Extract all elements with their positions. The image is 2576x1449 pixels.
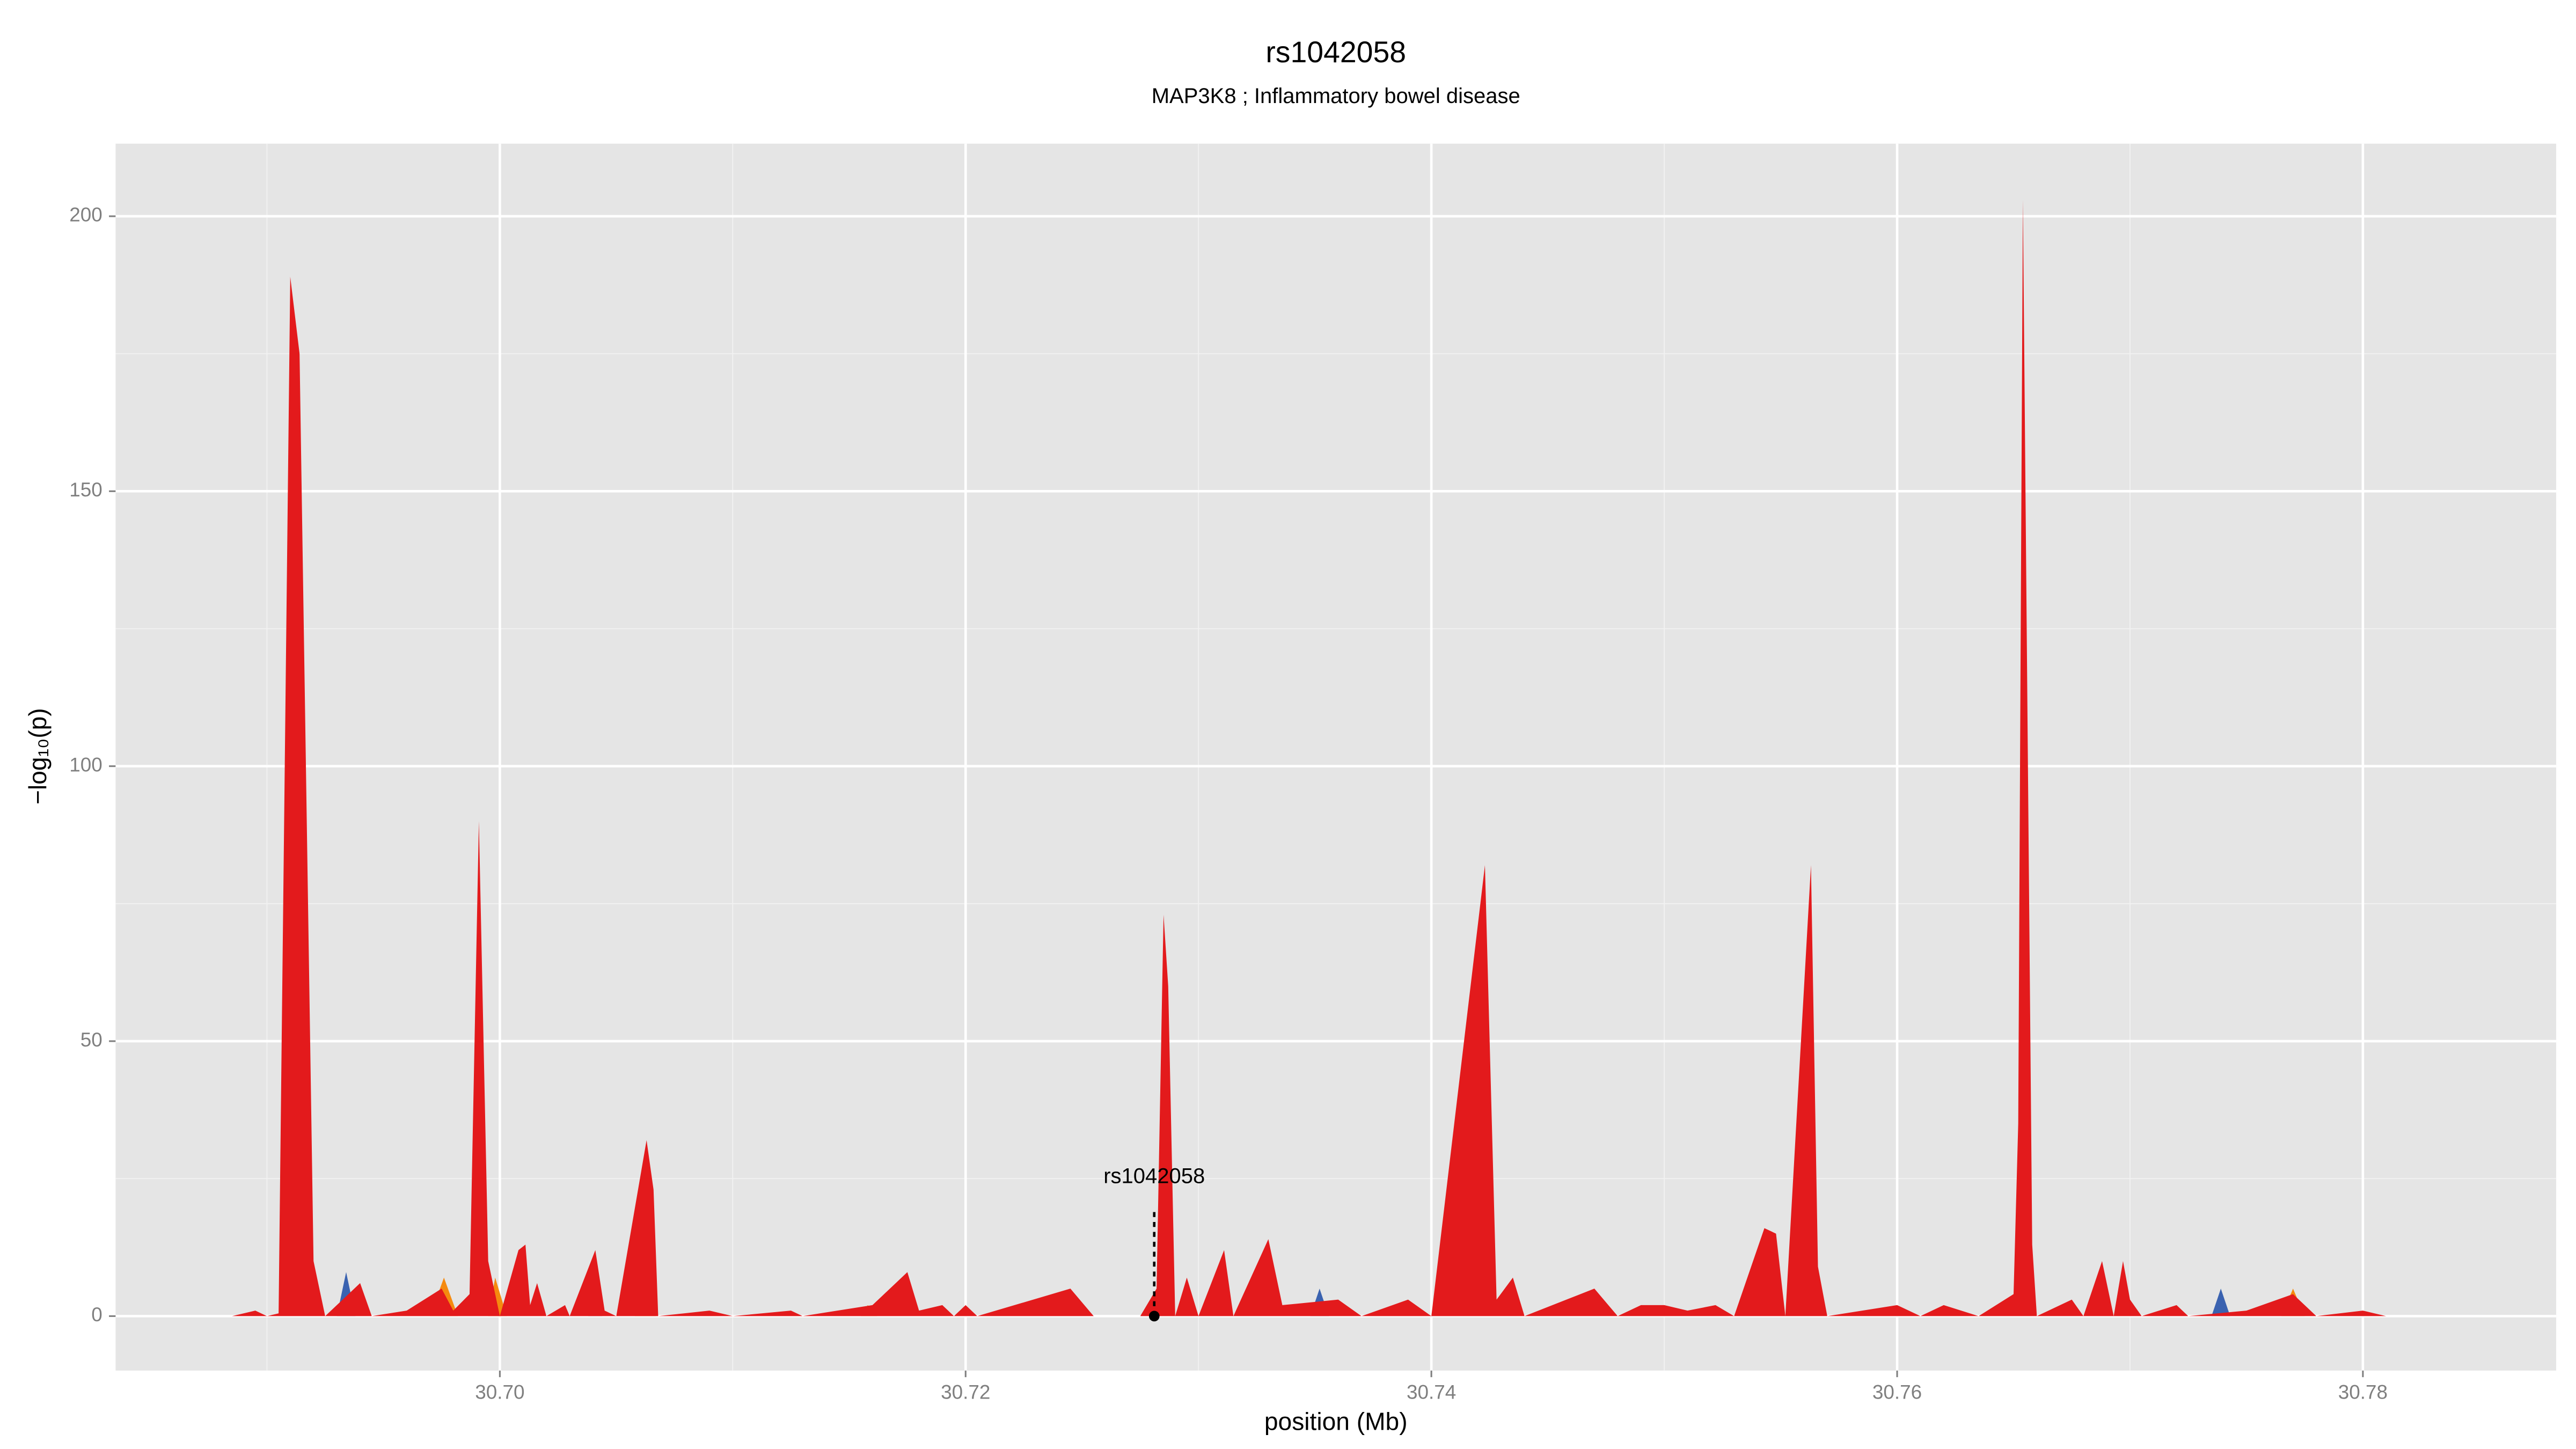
y-tick-label: 200	[69, 204, 103, 226]
chart-subtitle: MAP3K8 ; Inflammatory bowel disease	[1152, 84, 1520, 108]
plot-background	[115, 143, 2557, 1371]
y-tick-label: 50	[80, 1029, 103, 1051]
x-tick-label: 30.72	[941, 1381, 990, 1403]
x-tick-label: 30.78	[2338, 1381, 2388, 1403]
x-axis-label: position (Mb)	[1264, 1407, 1408, 1435]
x-tick-label: 30.70	[475, 1381, 524, 1403]
x-tick-label: 30.74	[1407, 1381, 1456, 1403]
annotation-point	[1148, 1311, 1160, 1322]
y-tick-label: 150	[69, 479, 103, 501]
chart-title: rs1042058	[1265, 35, 1406, 69]
y-tick-label: 0	[91, 1304, 103, 1326]
y-tick-label: 100	[69, 753, 103, 775]
y-axis-label: −log₁₀(p)	[24, 708, 52, 804]
x-tick-label: 30.76	[1872, 1381, 1922, 1403]
annotation-label: rs1042058	[1103, 1164, 1205, 1188]
